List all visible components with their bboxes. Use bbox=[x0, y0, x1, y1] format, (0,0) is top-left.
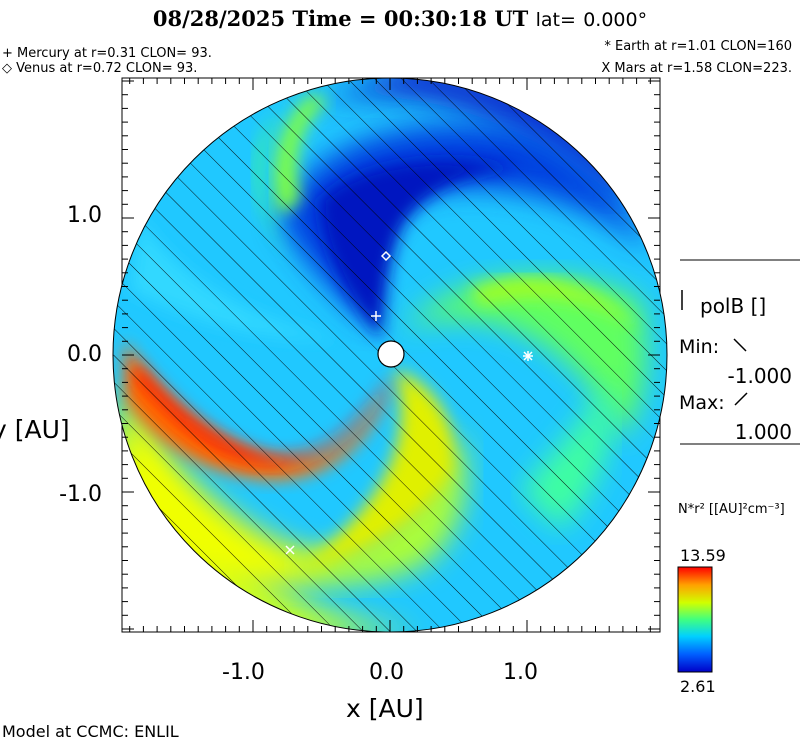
polarity-min-hatch-icon bbox=[733, 338, 747, 352]
y-tick-label: 1.0 bbox=[67, 203, 102, 228]
polarity-max-label: Max: bbox=[679, 392, 725, 414]
sun-marker bbox=[377, 340, 405, 368]
polarity-min-value: -1.000 bbox=[727, 364, 792, 388]
date-time-title: 08/28/2025 Time = 00:30:18 UT lat= 0.000… bbox=[0, 6, 800, 31]
axis-ticks bbox=[122, 78, 660, 632]
mercury-legend: + Mercury at r=0.31 CLON= 93. bbox=[2, 46, 212, 61]
x-tick-label: 1.0 bbox=[503, 660, 538, 685]
date-time-text: 08/28/2025 Time = 00:30:18 UT bbox=[152, 6, 529, 31]
lat-value: 0.000° bbox=[583, 9, 648, 31]
polarity-max-value: 1.000 bbox=[734, 420, 792, 444]
colorbar-label: N*r² [[AU]²cm⁻³] bbox=[678, 502, 785, 517]
venus-legend: ◇ Venus at r=0.72 CLON= 93. bbox=[2, 61, 198, 76]
mercury-marker bbox=[371, 311, 381, 321]
colorbar bbox=[677, 566, 713, 673]
y-axis-label: y [AU] bbox=[0, 415, 70, 444]
y-tick-label: -1.0 bbox=[59, 482, 102, 507]
colorbar-max: 13.59 bbox=[680, 546, 726, 565]
venus-marker bbox=[380, 250, 392, 262]
x-tick-label: 0.0 bbox=[369, 660, 404, 685]
x-tick-label: -1.0 bbox=[222, 660, 265, 685]
polarity-max-hatch-icon bbox=[734, 392, 748, 406]
mars-marker bbox=[285, 545, 295, 555]
polarity-title: polB [] bbox=[700, 294, 767, 318]
colorbar-min: 2.61 bbox=[680, 677, 716, 696]
earth-marker bbox=[523, 351, 533, 361]
y-tick-label: 0.0 bbox=[67, 342, 102, 367]
earth-legend: * Earth at r=1.01 CLON=160 bbox=[604, 39, 792, 54]
mars-legend: X Mars at r=1.58 CLON=223. bbox=[601, 61, 792, 76]
polarity-min-label: Min: bbox=[679, 336, 720, 358]
model-credit: Model at CCMC: ENLIL bbox=[2, 722, 179, 741]
x-axis-label: x [AU] bbox=[346, 694, 424, 723]
lat-label: lat= bbox=[535, 9, 576, 31]
